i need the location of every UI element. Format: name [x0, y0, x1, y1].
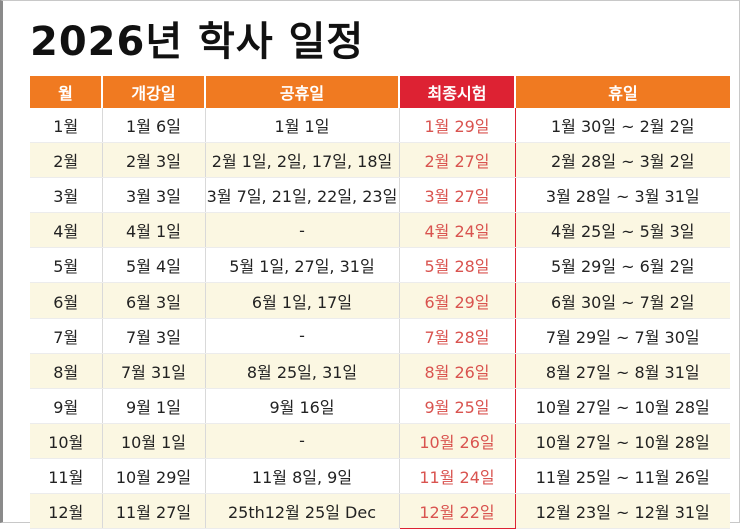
- month-cell: 8월: [30, 353, 103, 389]
- opening-cell: 10월 29일: [102, 458, 206, 495]
- opening-cell: 6월 3일: [102, 282, 206, 319]
- break-cell: 3월 28일 ~ 3월 31일: [515, 177, 730, 214]
- final-exam-cell: 10월 26일: [398, 423, 516, 459]
- holiday-cell: 8월 25일, 31일: [205, 353, 400, 389]
- month-cell: 3월: [30, 177, 103, 214]
- holiday-cell: -: [205, 423, 400, 459]
- opening-cell: 5월 4일: [102, 247, 206, 284]
- month-cell: 2월: [30, 142, 103, 179]
- month-cell: 1월: [30, 108, 103, 144]
- holiday-cell: 9월 16일: [205, 388, 400, 424]
- break-cell: 8월 27일 ~ 8월 31일: [515, 353, 730, 389]
- table-row: 6월 6월 3일 6월 1일, 17일 6월 29일 6월 30일 ~ 7월 2…: [30, 282, 730, 319]
- table-row: 11월 10월 29일 11월 8일, 9일 11월 24일 11월 25일 ~…: [30, 458, 730, 495]
- table-row: 3월 3월 3일 3월 7일, 21일, 22일, 23일 3월 27일 3월 …: [30, 177, 730, 214]
- break-cell: 6월 30일 ~ 7월 2일: [515, 282, 730, 319]
- header-break: 휴일: [515, 76, 730, 108]
- holiday-cell: -: [205, 318, 400, 354]
- holiday-cell: 5월 1일, 27일, 31일: [205, 247, 400, 284]
- table-row: 10월 10월 1일 - 10월 26일 10월 27일 ~ 10월 28일: [30, 423, 730, 459]
- month-cell: 11월: [30, 458, 103, 495]
- month-cell: 4월: [30, 212, 103, 249]
- header-month: 월: [30, 76, 103, 108]
- holiday-cell: 6월 1일, 17일: [205, 282, 400, 319]
- month-cell: 9월: [30, 388, 103, 424]
- month-cell: 10월: [30, 423, 103, 459]
- holiday-cell: 1월 1일: [205, 108, 400, 144]
- month-cell: 5월: [30, 247, 103, 284]
- holiday-cell: 25th12월 25일 Dec: [205, 493, 400, 529]
- schedule-table: 월 개강일 공휴일 최종시험 휴일 1월 1월 6일 1월 1일 1월 29일 …: [30, 76, 730, 529]
- opening-cell: 4월 1일: [102, 212, 206, 249]
- holiday-cell: 11월 8일, 9일: [205, 458, 400, 495]
- month-cell: 6월: [30, 282, 103, 319]
- final-exam-cell: 6월 29일: [398, 282, 516, 319]
- break-cell: 2월 28일 ~ 3월 2일: [515, 142, 730, 179]
- table-row: 2월 2월 3일 2월 1일, 2일, 17일, 18일 2월 27일 2월 2…: [30, 142, 730, 179]
- header-opening: 개강일: [102, 76, 206, 108]
- break-cell: 4월 25일 ~ 5월 3일: [515, 212, 730, 249]
- break-cell: 10월 27일 ~ 10월 28일: [515, 388, 730, 424]
- final-exam-cell: 3월 27일: [398, 177, 516, 214]
- table-row: 7월 7월 3일 - 7월 28일 7월 29일 ~ 7월 30일: [30, 318, 730, 354]
- table-row: 1월 1월 6일 1월 1일 1월 29일 1월 30일 ~ 2월 2일: [30, 108, 730, 144]
- break-cell: 1월 30일 ~ 2월 2일: [515, 108, 730, 144]
- final-exam-cell: 8월 26일: [398, 353, 516, 389]
- final-exam-cell: 11월 24일: [398, 458, 516, 495]
- month-cell: 12월: [30, 493, 103, 529]
- month-cell: 7월: [30, 318, 103, 354]
- break-cell: 7월 29일 ~ 7월 30일: [515, 318, 730, 354]
- final-exam-cell: 1월 29일: [398, 108, 516, 144]
- opening-cell: 9월 1일: [102, 388, 206, 424]
- table-row: 9월 9월 1일 9월 16일 9월 25일 10월 27일 ~ 10월 28일: [30, 388, 730, 424]
- final-exam-cell: 2월 27일: [398, 142, 516, 179]
- break-cell: 10월 27일 ~ 10월 28일: [515, 423, 730, 459]
- final-exam-cell: 7월 28일: [398, 318, 516, 354]
- final-exam-cell: 9월 25일: [398, 388, 516, 424]
- table-row: 4월 4월 1일 - 4월 24일 4월 25일 ~ 5월 3일: [30, 212, 730, 249]
- table-row: 5월 5월 4일 5월 1일, 27일, 31일 5월 28일 5월 29일 ~…: [30, 247, 730, 284]
- opening-cell: 1월 6일: [102, 108, 206, 144]
- header-final-exam: 최종시험: [399, 76, 516, 108]
- table-row: 8월 7월 31일 8월 25일, 31일 8월 26일 8월 27일 ~ 8월…: [30, 353, 730, 389]
- opening-cell: 2월 3일: [102, 142, 206, 179]
- opening-cell: 7월 31일: [102, 353, 206, 389]
- final-exam-cell: 5월 28일: [398, 247, 516, 284]
- break-cell: 11월 25일 ~ 11월 26일: [515, 458, 730, 495]
- break-cell: 12월 23일 ~ 12월 31일: [515, 493, 730, 529]
- opening-cell: 3월 3일: [102, 177, 206, 214]
- header-holiday: 공휴일: [205, 76, 400, 108]
- page-title: 2026년 학사 일정: [30, 19, 365, 65]
- opening-cell: 11월 27일: [102, 493, 206, 529]
- final-exam-cell: 12월 22일: [398, 493, 516, 529]
- holiday-cell: 3월 7일, 21일, 22일, 23일: [205, 177, 400, 214]
- holiday-cell: 2월 1일, 2일, 17일, 18일: [205, 142, 400, 179]
- break-cell: 5월 29일 ~ 6월 2일: [515, 247, 730, 284]
- final-exam-cell: 4월 24일: [398, 212, 516, 249]
- holiday-cell: -: [205, 212, 400, 249]
- table-row: 12월 11월 27일 25th12월 25일 Dec 12월 22일 12월 …: [30, 493, 730, 529]
- opening-cell: 7월 3일: [102, 318, 206, 354]
- opening-cell: 10월 1일: [102, 423, 206, 459]
- header-row: 월 개강일 공휴일 최종시험 휴일: [30, 76, 730, 108]
